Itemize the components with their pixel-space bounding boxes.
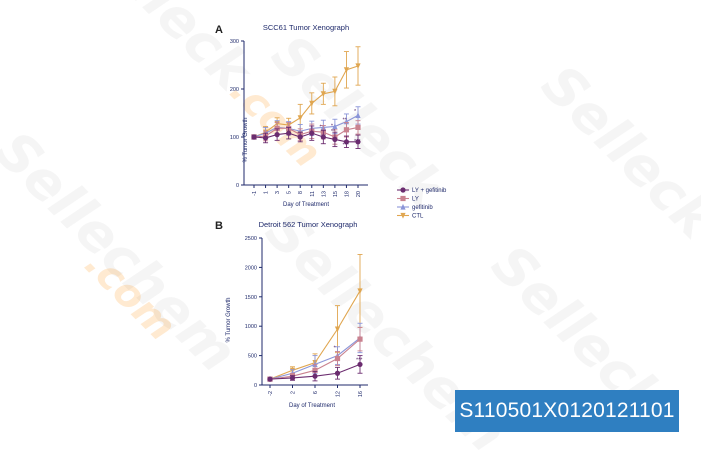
y-tick-label: 300 bbox=[230, 39, 239, 45]
data-point bbox=[309, 130, 315, 136]
panel-b-axes: 0 500 1000 1500 2000 2500 -2 2 6 12 16 bbox=[245, 236, 368, 397]
data-point bbox=[274, 132, 280, 138]
y-tick-label: 0 bbox=[254, 383, 257, 389]
legend-marker bbox=[400, 212, 406, 219]
x-tick-label: 12 bbox=[336, 391, 342, 397]
significance-mark: * bbox=[334, 346, 337, 352]
panel-b-series: **** bbox=[267, 254, 363, 383]
x-tick-label: 3 bbox=[275, 191, 281, 194]
data-point bbox=[357, 361, 363, 368]
data-point bbox=[309, 100, 315, 107]
data-point bbox=[332, 88, 338, 95]
panel-a-series: ************* bbox=[251, 46, 361, 149]
panel-b-title: Detroit 562 Tumor Xenograph bbox=[259, 220, 358, 229]
panel-a-ylabel: % Tumor Growth bbox=[243, 117, 249, 162]
data-point bbox=[297, 115, 303, 121]
y-tick-label: 1500 bbox=[245, 295, 257, 301]
significance-mark: *** bbox=[354, 139, 361, 145]
significance-mark: ** bbox=[331, 129, 336, 135]
series-line-ly bbox=[253, 126, 359, 138]
legend-label: LY bbox=[412, 197, 419, 203]
data-point bbox=[320, 134, 326, 140]
legend-marker bbox=[400, 187, 406, 193]
legend: LY + gefitinib LY gefitinib CTL bbox=[397, 187, 447, 220]
x-tick-label: 15 bbox=[333, 191, 339, 197]
data-point bbox=[334, 370, 341, 376]
x-tick-label: 13 bbox=[321, 191, 327, 197]
data-point bbox=[357, 336, 363, 342]
legend-label: gefitinib bbox=[412, 205, 433, 211]
legend-label: CTL bbox=[412, 214, 424, 220]
panel-b-ylabel: % Tumor Growth bbox=[226, 297, 232, 342]
data-point bbox=[251, 134, 257, 140]
significance-mark: * bbox=[354, 109, 357, 115]
significance-mark: *** bbox=[356, 357, 363, 363]
data-point bbox=[274, 125, 280, 131]
y-tick-label: 1000 bbox=[245, 324, 257, 330]
data-point bbox=[312, 373, 318, 379]
data-point bbox=[297, 134, 303, 140]
panel-a-letter: A bbox=[215, 24, 223, 36]
legend-marker bbox=[400, 195, 406, 202]
data-point bbox=[286, 130, 292, 136]
data-point bbox=[267, 376, 273, 382]
y-tick-label: 0 bbox=[236, 183, 239, 189]
data-point bbox=[332, 123, 338, 130]
x-tick-label: -1 bbox=[252, 191, 258, 196]
data-point bbox=[357, 288, 363, 295]
x-tick-label: 16 bbox=[358, 391, 364, 397]
figure-canvas: A SCC61 Tumor Xenograph % Tumor Growth D… bbox=[215, 23, 447, 409]
data-point bbox=[343, 139, 350, 145]
data-point bbox=[312, 367, 318, 373]
data-point bbox=[289, 375, 296, 381]
series-line-gefitinib bbox=[253, 114, 359, 138]
data-point bbox=[355, 139, 361, 145]
data-point bbox=[355, 124, 361, 130]
y-tick-label: 2500 bbox=[245, 236, 257, 242]
y-tick-label: 100 bbox=[230, 135, 239, 141]
x-tick-label: 18 bbox=[344, 191, 350, 197]
y-tick-label: 2000 bbox=[245, 265, 257, 271]
x-tick-label: 1 bbox=[264, 191, 270, 194]
x-tick-label: 20 bbox=[356, 191, 362, 197]
legend-label: LY + gefitinib bbox=[412, 188, 447, 194]
panel-a-xlabel: Day of Treatment bbox=[283, 202, 329, 208]
data-point bbox=[332, 136, 338, 142]
x-tick-label: -2 bbox=[268, 391, 274, 396]
data-point bbox=[343, 127, 350, 133]
significance-mark: ** bbox=[342, 118, 347, 124]
x-tick-label: 6 bbox=[313, 391, 319, 394]
panel-a-title: SCC61 Tumor Xenograph bbox=[263, 23, 349, 32]
panel-b: B Detroit 562 Tumor Xenograph % Tumor Gr… bbox=[215, 220, 368, 409]
catalog-number-badge: S110501X0120121101 bbox=[455, 390, 679, 432]
y-tick-label: 200 bbox=[230, 87, 239, 93]
x-tick-label: 11 bbox=[310, 191, 316, 197]
data-point bbox=[320, 91, 326, 97]
data-point bbox=[334, 326, 341, 333]
data-point bbox=[334, 355, 341, 362]
data-point bbox=[262, 135, 269, 141]
data-point bbox=[343, 67, 350, 73]
y-tick-label: 500 bbox=[248, 354, 257, 360]
panel-b-letter: B bbox=[215, 220, 223, 232]
x-tick-label: 2 bbox=[291, 391, 297, 394]
series-line-ly-gefitinib bbox=[253, 132, 358, 143]
significance-mark: *** bbox=[342, 143, 349, 149]
data-point bbox=[355, 63, 361, 70]
data-point bbox=[355, 112, 361, 118]
panel-a: A SCC61 Tumor Xenograph % Tumor Growth D… bbox=[215, 23, 368, 208]
legend-marker bbox=[400, 203, 406, 210]
series-line-ctl bbox=[253, 65, 359, 138]
x-tick-label: 8 bbox=[298, 191, 304, 194]
significance-mark: * bbox=[319, 124, 322, 130]
x-tick-label: 5 bbox=[287, 191, 293, 194]
significance-mark: * bbox=[331, 123, 334, 129]
panel-b-xlabel: Day of Treatment bbox=[289, 403, 335, 409]
